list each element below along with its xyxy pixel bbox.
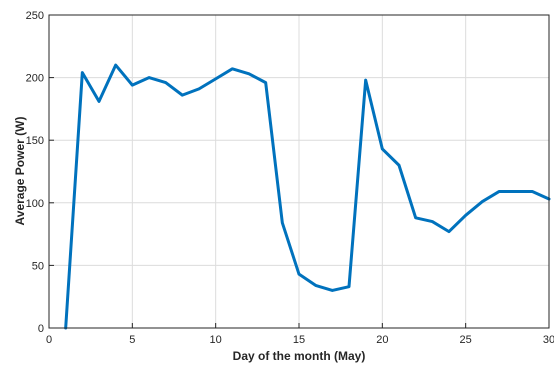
data-point bbox=[97, 100, 101, 103]
x-tick-label: 30 bbox=[543, 334, 554, 346]
data-point bbox=[164, 81, 167, 84]
data-point bbox=[114, 63, 117, 67]
y-tick-label: 100 bbox=[26, 198, 44, 210]
data-point bbox=[314, 284, 317, 287]
y-axis-label: Average Power (W) bbox=[13, 117, 27, 226]
data-point bbox=[214, 77, 217, 81]
data-point bbox=[531, 190, 534, 193]
x-tick-label: 10 bbox=[210, 334, 222, 346]
x-axis-label: Day of the month (May) bbox=[233, 349, 366, 363]
x-tick-label: 15 bbox=[293, 334, 305, 346]
data-point bbox=[281, 221, 284, 225]
data-point bbox=[514, 190, 517, 193]
x-tick-label: 20 bbox=[376, 334, 388, 346]
data-point bbox=[364, 78, 367, 82]
y-tick-label: 200 bbox=[26, 73, 44, 85]
data-point bbox=[381, 147, 384, 151]
series-line bbox=[64, 63, 551, 330]
data-point bbox=[414, 216, 417, 220]
data-point bbox=[231, 67, 234, 71]
data-point bbox=[297, 272, 301, 276]
y-tick-label: 50 bbox=[32, 260, 44, 272]
series-layer bbox=[64, 63, 551, 330]
ticks: 0 5 10 15 20 25 30 0 50 100 150 200 250 bbox=[26, 10, 554, 346]
data-point bbox=[264, 81, 267, 84]
y-tick-label: 0 bbox=[38, 323, 44, 335]
y-tick-label: 150 bbox=[26, 135, 44, 147]
x-tick-label: 5 bbox=[129, 334, 135, 346]
data-point bbox=[181, 93, 184, 97]
data-point bbox=[397, 164, 401, 167]
data-point bbox=[247, 72, 251, 76]
data-point bbox=[464, 214, 467, 217]
data-point bbox=[331, 289, 334, 292]
x-tick-label: 25 bbox=[460, 334, 472, 346]
data-point bbox=[81, 71, 84, 74]
data-point bbox=[147, 76, 151, 79]
data-point bbox=[447, 230, 451, 233]
y-tick-label: 250 bbox=[26, 10, 44, 22]
x-tick-label: 0 bbox=[46, 334, 52, 346]
data-point bbox=[347, 285, 351, 288]
data-point bbox=[131, 83, 134, 87]
data-point bbox=[197, 87, 201, 91]
data-point bbox=[497, 190, 501, 193]
data-point bbox=[481, 200, 484, 203]
data-point bbox=[431, 220, 434, 223]
